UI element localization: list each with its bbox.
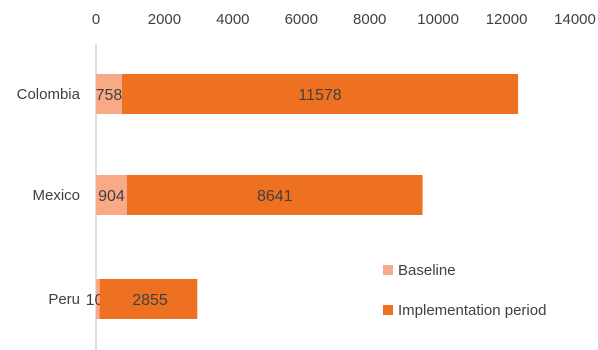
legend: Baseline Implementation period	[383, 262, 546, 319]
data-label: 904	[98, 188, 125, 205]
category-labels: Colombia Mexico Peru	[17, 86, 81, 308]
bar-colombia-baseline	[96, 74, 122, 114]
data-label: 2855	[132, 292, 168, 309]
data-label: 11578	[298, 87, 341, 104]
bar-mexico-implementation	[126, 175, 423, 215]
legend-swatch-baseline	[383, 265, 393, 275]
bar-colombia-implementation	[121, 74, 519, 114]
x-tick-label: 14000	[554, 11, 596, 28]
x-tick-label: 6000	[285, 11, 318, 28]
x-axis-ticks: 0 2000 4000 6000 8000 10000 12000 14000	[92, 11, 596, 28]
legend-label-implementation: Implementation period	[398, 302, 546, 319]
category-label-colombia: Colombia	[17, 86, 81, 103]
x-tick-label: 12000	[486, 11, 528, 28]
x-tick-label: 10000	[417, 11, 459, 28]
bar-peru-baseline	[96, 279, 100, 319]
bar-peru-implementation	[99, 279, 198, 319]
category-label-mexico: Mexico	[32, 187, 80, 204]
bar-mexico-baseline	[96, 175, 127, 215]
data-label: 8641	[257, 188, 293, 205]
data-label: 758	[96, 87, 123, 104]
legend-label-baseline: Baseline	[398, 262, 456, 279]
x-tick-label: 4000	[216, 11, 249, 28]
x-tick-label: 0	[92, 11, 100, 28]
category-label-peru: Peru	[48, 291, 80, 308]
legend-swatch-implementation	[383, 305, 393, 315]
x-tick-label: 2000	[148, 11, 181, 28]
x-tick-label: 8000	[353, 11, 386, 28]
